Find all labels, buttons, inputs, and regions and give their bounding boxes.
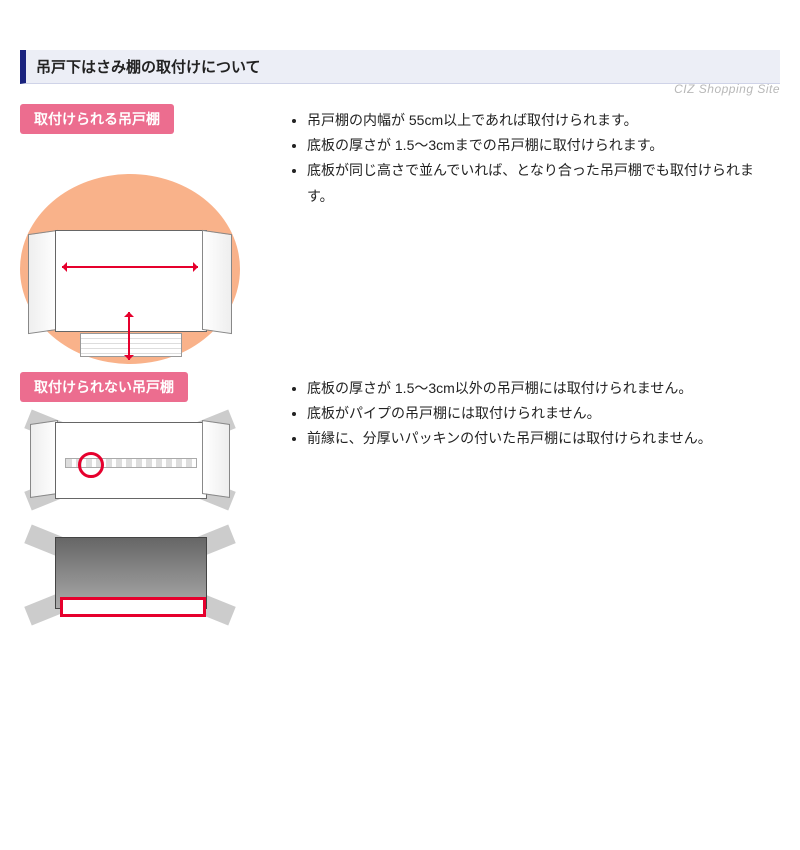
list-item: 底板の厚さが 1.5～3cmまでの吊戸棚に取付けられます。 <box>307 133 780 158</box>
highlight-rect-icon <box>60 597 206 617</box>
under-shelf-icon <box>80 333 182 357</box>
cabinet-compatible-icon <box>20 230 240 365</box>
list-item: 底板が同じ高さで並んでいれば、となり合った吊戸棚でも取付けられます。 <box>307 158 780 208</box>
list-item: 底板がパイプの吊戸棚には取付けられません。 <box>307 401 712 426</box>
incompatible-section: 取付けられない吊戸棚 底板の厚さが 1.5～3cm以外の吊戸棚には取付けられませ… <box>20 372 780 640</box>
content-area: 取付けられる吊戸棚 吊戸棚の内幅が 55cm以上であれば取付けられます。 底板の… <box>20 104 780 670</box>
incompatible-label: 取付けられない吊戸棚 <box>20 372 188 402</box>
compatible-bullets: 吊戸棚の内幅が 55cm以上であれば取付けられます。 底板の厚さが 1.5～3c… <box>285 108 780 209</box>
compatible-illustration: 取付けられる吊戸棚 <box>20 104 260 342</box>
height-arrow-icon <box>128 312 130 360</box>
width-arrow-icon <box>62 266 198 268</box>
incompatible-thick-edge-icon <box>20 525 240 625</box>
compatible-section: 取付けられる吊戸棚 吊戸棚の内幅が 55cm以上であれば取付けられます。 底板の… <box>20 104 780 342</box>
incompatible-bullets: 底板の厚さが 1.5～3cm以外の吊戸棚には取付けられません。 底板がパイプの吊… <box>285 376 712 452</box>
highlight-circle-icon <box>78 452 104 478</box>
incompatible-illustration: 取付けられない吊戸棚 <box>20 372 260 640</box>
list-item: 前縁に、分厚いパッキンの付いた吊戸棚には取付けられません。 <box>307 426 712 451</box>
compatible-label: 取付けられる吊戸棚 <box>20 104 174 134</box>
list-item: 吊戸棚の内幅が 55cm以上であれば取付けられます。 <box>307 108 780 133</box>
watermark-text: CIZ Shopping Site <box>674 82 780 96</box>
list-item: 底板の厚さが 1.5～3cm以外の吊戸棚には取付けられません。 <box>307 376 712 401</box>
incompatible-pipe-icon <box>20 410 240 510</box>
page-title: 吊戸下はさみ棚の取付けについて <box>20 50 780 84</box>
